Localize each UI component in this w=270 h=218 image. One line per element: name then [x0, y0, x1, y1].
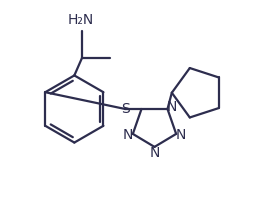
Text: S: S	[121, 102, 130, 116]
Text: N: N	[176, 128, 186, 142]
Text: N: N	[123, 128, 133, 142]
Text: H₂N: H₂N	[68, 13, 94, 27]
Text: N: N	[149, 146, 160, 160]
Text: N: N	[167, 100, 177, 114]
